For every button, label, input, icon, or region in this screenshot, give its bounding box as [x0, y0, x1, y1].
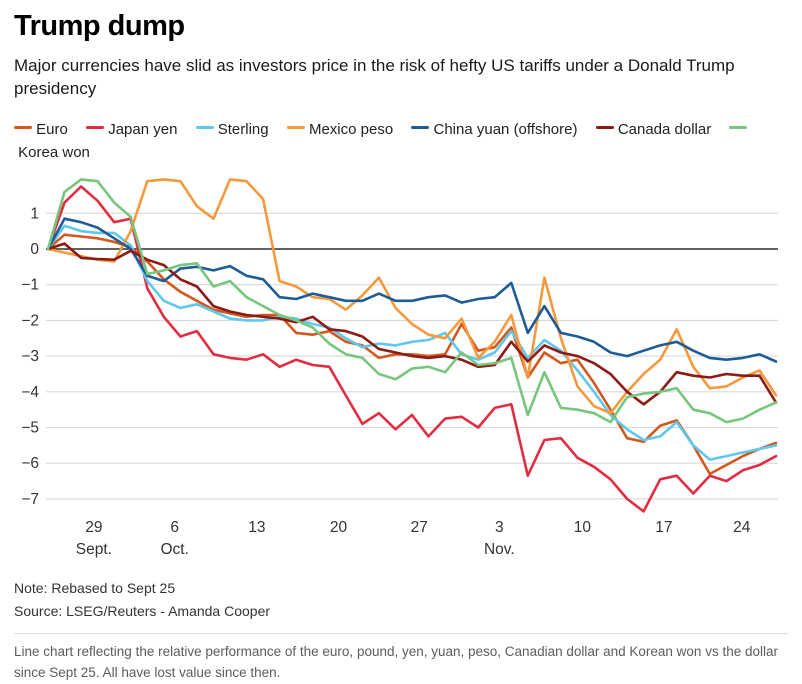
- y-axis-label: −4: [21, 384, 39, 401]
- legend-item-mexico-peso: Mexico peso: [286, 121, 393, 138]
- y-axis-label: −5: [21, 420, 39, 437]
- y-axis-label: −6: [21, 456, 39, 473]
- x-axis-label: 29: [85, 519, 102, 536]
- chart-area: 1 0 −1 −2 −3 −4 −5 −6 −7 29 Sept. 6 Oct. 13 20 27 3 Nov. 1…: [14, 168, 788, 569]
- chart-subtitle: Major currencies have slid as investors …: [14, 56, 735, 98]
- y-axis-label: −2: [21, 313, 39, 330]
- x-axis-label: 27: [411, 519, 428, 536]
- chart-legend: Euro Japan yen Sterling Mexico peso Chin…: [14, 118, 774, 165]
- series-line-sterling: [46, 224, 778, 462]
- x-axis-month-label: Oct.: [160, 541, 188, 558]
- series-line-mexico-peso: [46, 178, 778, 415]
- series-line-japan-yen: [46, 185, 778, 514]
- legend-item-china-yuan-offshore-: China yuan (offshore): [411, 121, 577, 138]
- y-axis-label: −1: [21, 277, 39, 294]
- x-axis-label: 24: [733, 519, 751, 536]
- chart-caption: Line chart reflecting the relative perfo…: [14, 632, 788, 684]
- x-axis-month-label: Nov.: [484, 541, 515, 558]
- chart-note: Note: Rebased to Sept 25: [14, 580, 176, 597]
- x-axis-label: 10: [574, 519, 592, 536]
- y-axis-label: −3: [21, 348, 39, 365]
- legend-item-euro: Euro: [14, 121, 68, 138]
- chart-source: Source: LSEG/Reuters - Amanda Cooper: [14, 603, 271, 620]
- legend-item-sterling: Sterling: [195, 121, 269, 138]
- series-line-euro: [46, 233, 778, 476]
- x-axis-month-label: Sept.: [76, 541, 112, 558]
- legend-swatch-icon: [595, 126, 614, 130]
- legend-item-canada-dollar: Canada dollar: [595, 121, 711, 138]
- x-axis-label: 6: [170, 519, 179, 536]
- x-axis-label: 20: [330, 519, 348, 536]
- y-axis-label: 0: [30, 241, 39, 258]
- legend-swatch-icon: [286, 126, 305, 130]
- legend-swatch-icon: [14, 126, 32, 130]
- series-line-korea-won: [46, 178, 778, 424]
- legend-swatch-icon: [86, 126, 105, 130]
- x-axis-label: 3: [495, 519, 504, 536]
- legend-swatch-icon: [195, 126, 214, 130]
- legend-item-korea-won: Korea won: [14, 121, 748, 161]
- y-axis-label: 1: [30, 206, 39, 223]
- legend-item-japan-yen: Japan yen: [86, 121, 177, 138]
- y-axis-label: −7: [21, 491, 39, 508]
- page-title: Trump dump: [14, 10, 185, 42]
- series-line-china-yuan-offshore-: [46, 217, 778, 364]
- x-axis-label: 17: [655, 519, 672, 536]
- legend-swatch-icon: [411, 126, 430, 130]
- x-axis-label: 13: [248, 519, 265, 536]
- legend-swatch-icon: [729, 126, 748, 130]
